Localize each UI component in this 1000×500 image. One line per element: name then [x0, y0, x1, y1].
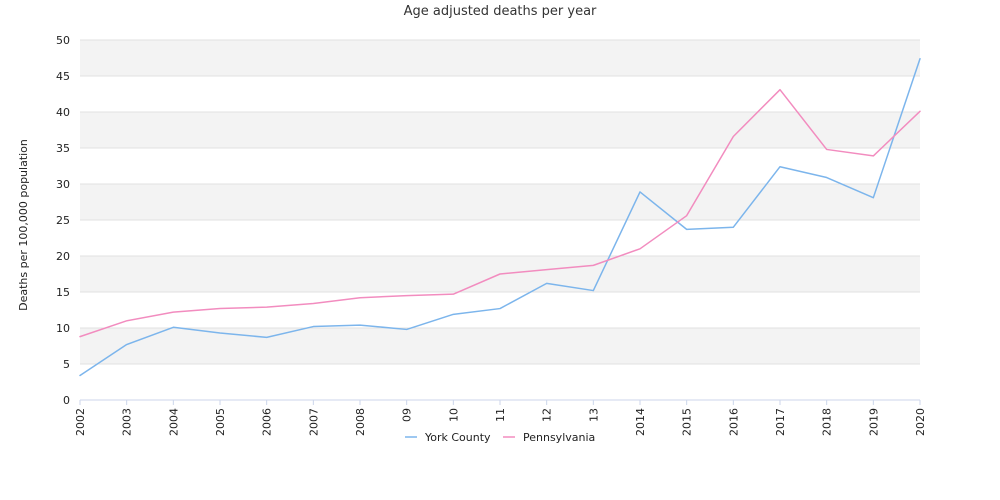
x-tick-label: 2019 — [867, 408, 880, 436]
legend-label: York County — [424, 431, 491, 444]
x-tick-label: 2014 — [634, 408, 647, 436]
x-tick-label: 2003 — [121, 408, 134, 436]
x-tick-label: 2007 — [307, 408, 320, 436]
plot-band — [80, 292, 920, 328]
x-tick-label: 09 — [401, 408, 414, 422]
y-tick-label: 25 — [56, 214, 70, 227]
y-tick-label: 45 — [56, 70, 70, 83]
y-tick-label: 20 — [56, 250, 70, 263]
plot-band — [80, 148, 920, 184]
x-tick-label: 2017 — [774, 408, 787, 436]
y-tick-label: 10 — [56, 322, 70, 335]
x-tick-label: 2018 — [821, 408, 834, 436]
x-tick-label: 2002 — [74, 408, 87, 436]
legend[interactable]: York County Pennsylvania — [405, 431, 595, 444]
plot-band — [80, 184, 920, 220]
plot-bands — [80, 40, 920, 400]
series-lines — [79, 57, 921, 377]
x-tick-label: 2016 — [727, 408, 740, 436]
y-tick-label: 40 — [56, 106, 70, 119]
x-tick-label: 12 — [541, 408, 554, 422]
y-axis-label: Deaths per 100,000 population — [17, 139, 30, 311]
x-tick-label: 10 — [447, 408, 460, 422]
y-axis-ticks: 0 5 10 15 20 25 30 35 40 45 50 — [56, 34, 70, 407]
y-tick-label: 30 — [56, 178, 70, 191]
chart-title: Age adjusted deaths per year — [404, 4, 597, 19]
legend-item-york-county[interactable]: York County — [405, 431, 491, 444]
plot-band — [80, 112, 920, 148]
plot-band — [80, 220, 920, 256]
series-line-pennsylvania[interactable] — [79, 88, 921, 338]
x-tick-label: 2015 — [681, 408, 694, 436]
plot-band — [80, 76, 920, 112]
plot-band — [80, 328, 920, 364]
plot-band — [80, 364, 920, 400]
plot-band — [80, 40, 920, 76]
y-tick-label: 5 — [63, 358, 70, 371]
legend-item-pennsylvania[interactable]: Pennsylvania — [503, 431, 595, 444]
y-tick-label: 0 — [63, 394, 70, 407]
x-tick-label: 2004 — [167, 408, 180, 436]
series-line-york-county[interactable] — [79, 57, 921, 377]
y-tick-label: 50 — [56, 34, 70, 47]
x-tick-label: 2008 — [354, 408, 367, 436]
y-tick-label: 15 — [56, 286, 70, 299]
y-tick-label: 35 — [56, 142, 70, 155]
x-axis-ticks: 2002 2003 2004 2005 2006 2007 2008 09 10 11 12 13 20… — [74, 400, 927, 436]
x-tick-label: 2005 — [214, 408, 227, 436]
x-tick-label: 13 — [587, 408, 600, 422]
x-tick-label: 2006 — [261, 408, 274, 436]
legend-label: Pennsylvania — [523, 431, 595, 444]
x-tick-label: 2020 — [914, 408, 927, 436]
x-tick-label: 11 — [494, 408, 507, 422]
